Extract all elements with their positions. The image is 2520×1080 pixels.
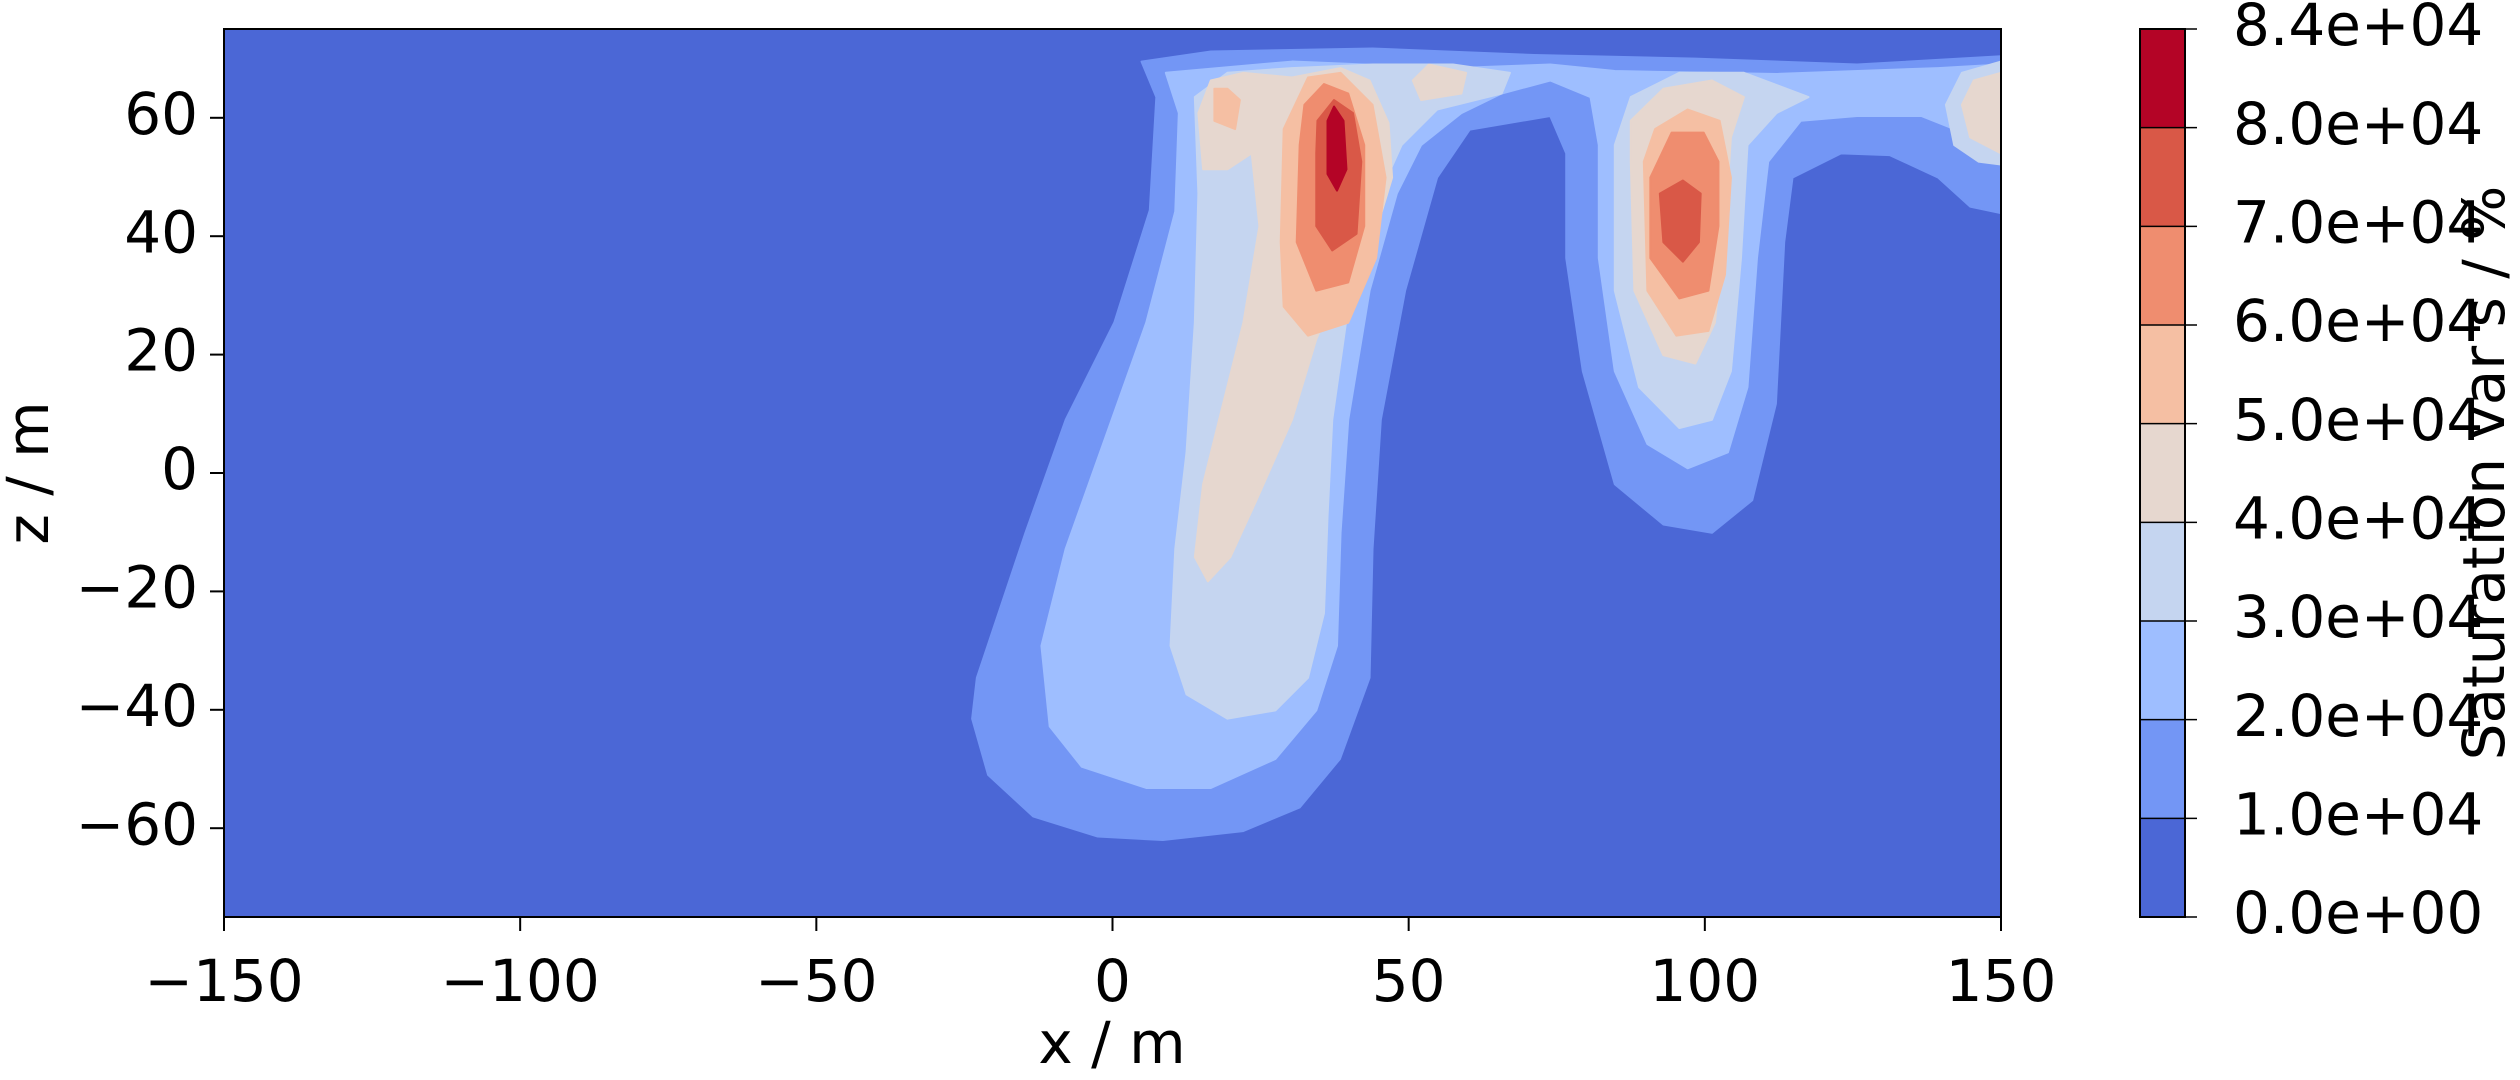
colorbar-band (2140, 226, 2185, 325)
colorbar-band (2140, 818, 2185, 917)
x-tick-label: −100 (441, 947, 600, 1015)
contour-region (1658, 179, 1702, 263)
colorbar-band (2140, 29, 2185, 128)
x-tick-label: 0 (1094, 947, 1131, 1015)
colorbar-tick-label: 4.0e+04 (2233, 484, 2483, 552)
colorbar-frame (2139, 28, 2186, 918)
colorbar-band (2140, 719, 2185, 819)
x-tick-label: 150 (1946, 947, 2057, 1015)
colorbar-tick-label: 3.0e+04 (2233, 583, 2483, 651)
colorbar-tick-label: 8.4e+04 (2233, 0, 2483, 59)
colorbar-tick-label: 1.0e+04 (2233, 780, 2483, 848)
colorbar-tick-label: 8.0e+04 (2233, 90, 2483, 158)
colorbar-band (2140, 621, 2185, 720)
contour-region (1326, 105, 1348, 192)
x-tick-label: 50 (1372, 947, 1446, 1015)
colorbar-tick-label: 0.0e+00 (2233, 879, 2483, 947)
colorbar-tick-label: 5.0e+04 (2233, 386, 2483, 454)
y-axis-label: z / m (0, 401, 62, 544)
colorbar-band (2140, 522, 2185, 621)
y-tick-label: 0 (161, 435, 198, 503)
colorbar-label: Saturation var s / % (2450, 186, 2518, 761)
colorbar-band (2140, 127, 2185, 227)
x-tick-label: −50 (755, 947, 877, 1015)
y-tick-label: 20 (124, 317, 198, 385)
colorbar-tick-label: 6.0e+04 (2233, 287, 2483, 355)
contour-region (1960, 71, 2001, 155)
x-tick-label: 100 (1649, 947, 1760, 1015)
y-tick-label: 40 (124, 198, 198, 266)
contour-region (1169, 63, 1511, 720)
colorbar-tick-label: 7.0e+04 (2233, 188, 2483, 256)
colorbar-band (2140, 423, 2185, 523)
colorbar-band (2140, 325, 2185, 424)
contour-region (1213, 87, 1241, 131)
y-tick-label: −20 (76, 554, 198, 622)
contour-region (1411, 63, 1468, 102)
colorbar-tick-label: 2.0e+04 (2233, 682, 2483, 750)
y-tick-label: 60 (124, 80, 198, 148)
x-tick-label: −150 (144, 947, 303, 1015)
x-axis-label: x / m (1038, 1009, 1185, 1077)
plot-area (224, 29, 2001, 917)
y-tick-label: −40 (76, 672, 198, 740)
y-tick-label: −60 (76, 790, 198, 858)
